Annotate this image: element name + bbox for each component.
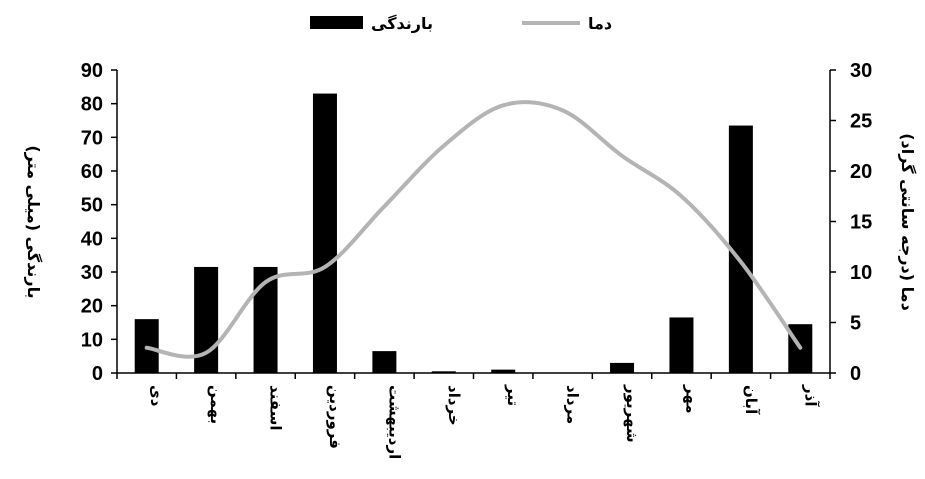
y2-tick-label: 5	[850, 313, 861, 335]
y-tick-label: 30	[81, 262, 103, 284]
temperature-line-group	[144, 100, 803, 359]
rainfall-bar	[669, 317, 694, 373]
y-tick-label: 60	[81, 161, 103, 183]
y-tick-label: 70	[81, 127, 103, 149]
category-label: تیر	[504, 384, 522, 406]
rainfall-bars	[134, 93, 813, 374]
temperature-line	[144, 100, 803, 359]
rainfall-bar	[253, 266, 278, 373]
category-labels: دی بهمن اسفند فروردین اردیبهشت خرداد تیر مرداد ش…	[116, 373, 831, 459]
y-tick-label: 10	[81, 329, 103, 351]
y-tick-label: 40	[81, 228, 103, 250]
y2-tick-label: 25	[850, 111, 872, 133]
category-label: شهریور	[623, 384, 641, 443]
legend-bar-label: بارندگی	[371, 14, 433, 33]
category-label: آذر	[801, 384, 819, 407]
y2-tick-label: 20	[850, 161, 872, 183]
rainfall-bar	[312, 93, 337, 374]
category-label: آبان	[742, 385, 760, 415]
axes	[116, 70, 831, 374]
rainfall-bar	[610, 362, 635, 373]
legend: بارندگی دما	[310, 14, 612, 33]
y-tick-label: 20	[81, 296, 103, 318]
legend-bar-swatch	[310, 16, 363, 29]
category-label: فروردین	[326, 385, 344, 449]
category-label: بهمن	[207, 385, 225, 424]
category-label: خرداد	[445, 385, 463, 426]
y-tick-label: 90	[81, 60, 103, 82]
rainfall-bar	[491, 369, 516, 373]
y-axis-ticks: 0 10 20 30 40 50 60 70 80 90	[81, 60, 117, 385]
y2-tick-label: 30	[850, 60, 872, 82]
y-axis-title: بارندگی (میلی متر)	[24, 145, 43, 298]
rainfall-bar	[372, 351, 397, 373]
y2-tick-label: 15	[850, 212, 872, 234]
category-label: مرداد	[564, 385, 582, 424]
category-label: مهر	[682, 384, 700, 414]
y2-tick-label: 10	[850, 262, 872, 284]
category-label: دی	[148, 385, 166, 407]
y2-axis-ticks: 0 5 10 15 20 25 30	[830, 60, 872, 385]
rainfall-bar	[431, 371, 456, 373]
category-label: اردیبهشت	[385, 385, 403, 459]
y2-axis-title: دما (درجه سانتی گراد)	[898, 133, 917, 311]
y-tick-label: 0	[92, 363, 103, 385]
category-label: اسفند	[267, 385, 285, 430]
legend-line-label: دما	[588, 14, 612, 33]
y-tick-label: 50	[81, 195, 103, 217]
y-tick-label: 80	[81, 94, 103, 116]
y2-tick-label: 0	[850, 363, 861, 385]
